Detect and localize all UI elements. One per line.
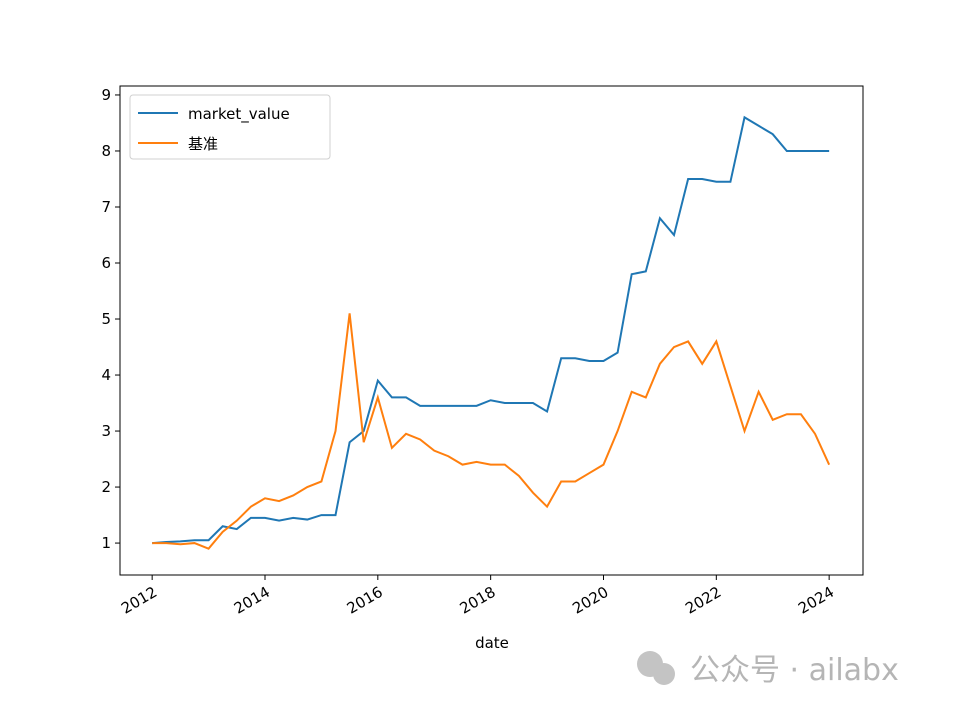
watermark-text: 公众号 · ailabx bbox=[690, 653, 899, 688]
line-series bbox=[152, 313, 831, 550]
y-tick-label: 4 bbox=[101, 366, 111, 384]
x-tick-label: 2016 bbox=[344, 583, 386, 618]
y-tick-label: 6 bbox=[101, 254, 111, 272]
y-tick-label: 2 bbox=[101, 478, 111, 496]
legend-label: 基准 bbox=[188, 135, 218, 153]
line-series bbox=[152, 115, 830, 545]
y-tick-label: 1 bbox=[101, 534, 111, 552]
legend-label: market_value bbox=[188, 105, 290, 124]
x-tick-label: 2024 bbox=[795, 583, 837, 618]
y-tick-label: 3 bbox=[101, 422, 111, 440]
x-axis-label: date bbox=[475, 634, 509, 652]
x-tick-label: 2020 bbox=[569, 583, 611, 618]
x-tick-label: 2022 bbox=[682, 583, 724, 618]
y-tick-label: 7 bbox=[101, 198, 111, 216]
watermark-icon bbox=[653, 663, 675, 685]
plot-frame bbox=[119, 85, 864, 576]
y-tick-label: 9 bbox=[101, 86, 111, 104]
x-tick-label: 2012 bbox=[118, 583, 160, 618]
x-tick-label: 2014 bbox=[231, 583, 273, 618]
x-tick-label: 2018 bbox=[457, 583, 499, 618]
y-tick-label: 5 bbox=[101, 310, 111, 328]
legend-box bbox=[129, 94, 331, 160]
y-tick-label: 8 bbox=[101, 142, 111, 160]
legend: market_value 基准 bbox=[129, 94, 331, 160]
watermark: 公众号 · ailabx bbox=[637, 651, 899, 688]
